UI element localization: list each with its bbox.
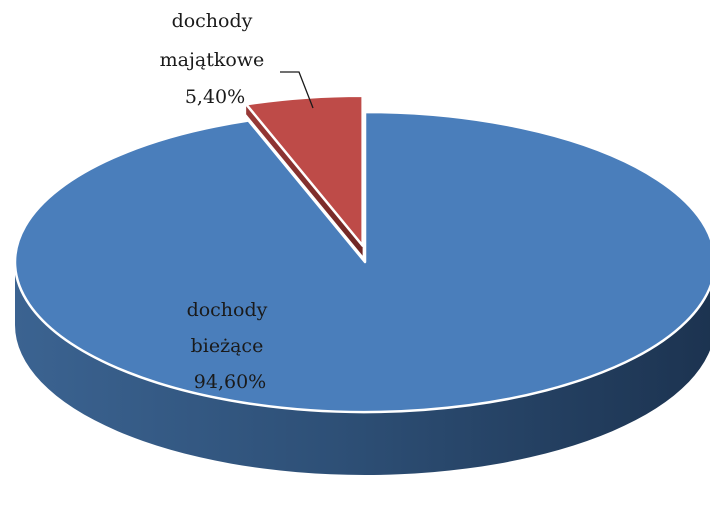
data-label-dochody-majatkowe: dochody majątkowe 5,40% — [160, 10, 271, 108]
label-line-2: majątkowe — [160, 49, 265, 71]
data-label-dochody-biezace: dochody bieżące 94,60% — [187, 299, 274, 393]
slice-side-dochody-biezace — [15, 262, 710, 475]
slice-dochody-biezace — [13, 110, 710, 475]
slice-side-dochody-majatkowe — [246, 104, 363, 256]
label-value: 5,40% — [185, 86, 245, 108]
slice-dochody-majatkowe — [244, 94, 364, 256]
slice-top-dochody-biezace — [13, 110, 710, 414]
label-line-2: bieżące — [191, 335, 264, 357]
slice-top-dochody-majatkowe — [244, 94, 364, 247]
label-line-1: dochody — [187, 299, 268, 321]
leader-line-dochody-majatkowe — [280, 71, 314, 109]
label-value: 94,60% — [194, 371, 266, 393]
label-line-1: dochody — [172, 10, 253, 32]
